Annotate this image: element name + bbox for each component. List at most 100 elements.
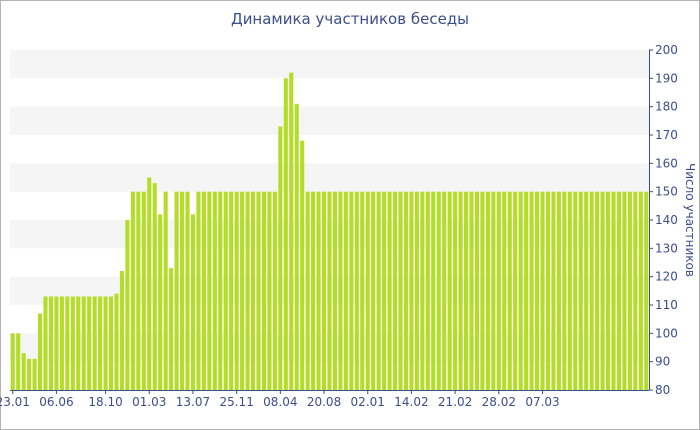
bar [627,191,632,390]
bar [27,358,32,390]
bar [185,191,190,390]
bar [163,191,168,390]
bar [387,191,392,390]
bar [540,191,545,390]
y-tick-label: 110 [655,298,678,312]
bar [365,191,370,390]
bar [283,78,288,390]
bar [496,191,501,390]
bar [551,191,556,390]
bar [332,191,338,390]
bar [463,191,469,390]
y-tick-label: 190 [655,71,678,85]
bar [294,103,299,390]
bar [114,293,119,390]
bar [10,333,15,390]
bar [136,191,141,390]
bar [327,191,332,390]
bar [414,191,419,390]
bar [376,191,381,390]
bar [616,191,622,390]
x-tick-label: 18.10 [88,395,122,409]
bar [567,191,572,390]
bar [534,191,540,390]
bar [316,191,321,390]
bar [43,296,48,390]
bar [403,191,409,390]
bar [32,358,37,390]
bar [605,191,611,390]
y-tick-label: 160 [655,156,678,170]
bar [436,191,441,390]
y-tick-label: 170 [655,128,678,142]
bar [589,191,594,390]
bar [130,191,135,390]
bar [70,296,75,390]
bar [513,191,518,390]
bar [595,191,600,390]
bar [261,191,267,390]
bar [447,191,452,390]
bar [545,191,551,390]
bar-series [10,72,649,391]
bar [398,191,403,390]
bar [382,191,387,390]
bar [267,191,272,390]
x-tick-label: 06.06 [39,395,73,409]
bar [453,191,458,390]
bar [321,191,327,390]
bar [234,191,239,390]
bar [431,191,436,390]
bar [223,191,228,390]
bar [81,296,86,390]
bar [158,214,163,390]
bar [638,191,643,390]
bar [485,191,490,390]
bar [240,191,245,390]
bar [179,191,185,390]
x-tick-label: 25.11 [219,395,253,409]
y-tick-label: 90 [655,355,670,369]
y-tick-label: 180 [655,100,678,114]
y-tick-label: 100 [655,326,678,340]
bar [289,72,294,391]
y-axis-title: Число участников [683,163,697,277]
bar [480,191,485,390]
bar [420,191,425,390]
bar [201,191,206,390]
x-tick-label: 20.08 [307,395,341,409]
y-tick-label: 80 [655,383,670,397]
bar [87,296,92,390]
y-tick-label: 200 [655,43,678,57]
bar [474,191,480,390]
bar [491,191,496,390]
bar [108,296,114,390]
grid-band [10,106,649,135]
bar [584,191,589,390]
bar [524,191,529,390]
bar [21,353,26,390]
x-tick-label: 28.02 [482,395,516,409]
bar [392,191,398,390]
bar [212,191,217,390]
bar [98,296,103,390]
bar [272,191,277,390]
bar [458,191,463,390]
bar [196,191,201,390]
bar [218,191,223,390]
bar [338,191,343,390]
bar [562,191,567,390]
bar [360,191,365,390]
x-tick-label: 13.07 [176,395,210,409]
bar [245,191,250,390]
bar [174,191,179,390]
bar [529,191,534,390]
bar [425,191,430,390]
bar [76,296,81,390]
x-tick-label: 21.02 [438,395,472,409]
y-tick-label: 150 [655,185,678,199]
x-tick-label: 01.03 [132,395,166,409]
bar [578,191,583,390]
bar [311,191,316,390]
